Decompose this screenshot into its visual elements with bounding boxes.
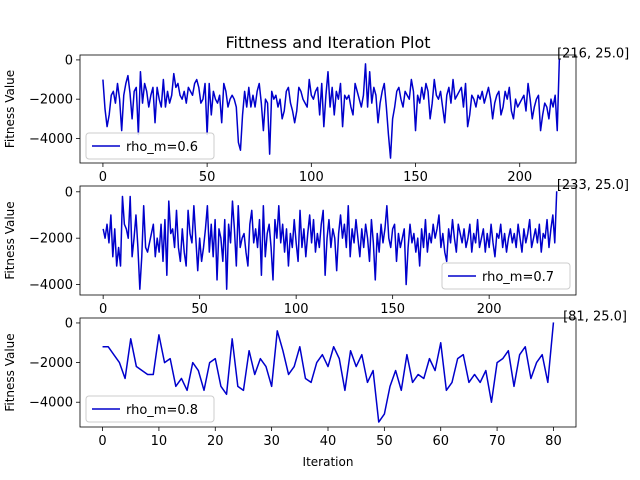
y-axis-label-2: Fitness Value [3,201,17,279]
x-tick-label-2-0: 0 [99,302,107,317]
y-tick-label-3-0: 0 [65,316,73,331]
x-tick-label-3-8: 80 [545,434,562,449]
y-tick-label-3-2: −4000 [29,396,73,411]
x-tick-label-3-3: 30 [263,434,280,449]
x-tick-label-2-2: 100 [284,302,309,317]
y-axis-label-3: Fitness Value [3,333,17,411]
x-tick-label-1-0: 0 [99,170,107,185]
annotation-3: [81, 25.0] [563,309,627,324]
x-tick-label-3-6: 60 [432,434,449,449]
y-tick-label-3-1: −2000 [29,356,73,371]
legend-label-2: rho_m=0.7 [482,270,554,285]
chart-title: Fittness and Iteration Plot [225,33,430,52]
series-line-2-1 [102,191,558,290]
annotation-1: [216, 25.0] [557,46,629,61]
legend-label-3: rho_m=0.8 [126,403,198,418]
x-tick-label-3-1: 10 [151,434,168,449]
x-tick-label-3-5: 50 [376,434,393,449]
axes-frame-1 [79,54,577,164]
x-tick-label-2-4: 200 [477,302,502,317]
x-tick-label-1-2: 100 [299,170,324,185]
y-tick-label-1-0: 0 [65,53,73,68]
y-tick-label-1-1: −2000 [29,93,73,108]
legend-box-1 [85,132,215,160]
y-tick-label-2-2: −4000 [29,278,73,293]
legend-label-1: rho_m=0.6 [126,140,198,155]
legend-box-3 [85,395,215,423]
x-tick-label-1-1: 50 [199,170,216,185]
y-tick-label-1-2: −4000 [29,132,73,147]
legend-box-2 [441,262,571,290]
x-tick-label-2-1: 50 [191,302,208,317]
series-line-1-1 [102,59,561,159]
series-line-3-1 [102,322,555,423]
annotation-2: [233, 25.0] [557,178,629,193]
y-tick-label-2-1: −2000 [29,232,73,247]
y-tick-label-2-0: 0 [65,185,73,200]
y-axis-label-1: Fitness Value [3,70,17,148]
x-tick-label-3-2: 20 [207,434,224,449]
x-tick-label-3-7: 70 [489,434,506,449]
x-tick-label-3-4: 40 [320,434,337,449]
x-tick-label-1-4: 200 [507,170,532,185]
x-tick-label-1-3: 150 [403,170,428,185]
axes-frame-2 [79,185,577,296]
x-tick-label-3-0: 0 [98,434,106,449]
x-axis-label: Iteration [303,455,354,469]
x-tick-label-2-3: 150 [380,302,405,317]
